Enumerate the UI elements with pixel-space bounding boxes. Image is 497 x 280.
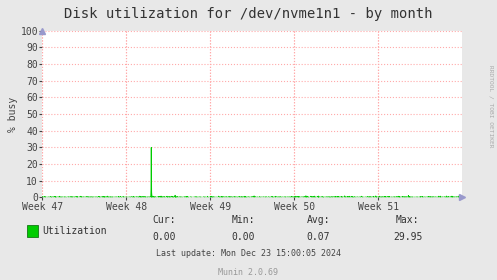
Text: 0.00: 0.00 (152, 232, 176, 242)
Text: Cur:: Cur: (152, 215, 176, 225)
Y-axis label: % busy: % busy (7, 97, 18, 132)
Text: Max:: Max: (396, 215, 419, 225)
Text: Min:: Min: (232, 215, 255, 225)
Text: Disk utilization for /dev/nvme1n1 - by month: Disk utilization for /dev/nvme1n1 - by m… (64, 7, 433, 21)
Text: 29.95: 29.95 (393, 232, 422, 242)
Text: Utilization: Utilization (42, 226, 107, 236)
Text: 0.00: 0.00 (232, 232, 255, 242)
Text: RRDTOOL / TOBI OETIKER: RRDTOOL / TOBI OETIKER (489, 65, 494, 148)
Text: Avg:: Avg: (306, 215, 330, 225)
Text: Munin 2.0.69: Munin 2.0.69 (219, 268, 278, 277)
Text: 0.07: 0.07 (306, 232, 330, 242)
Text: Last update: Mon Dec 23 15:00:05 2024: Last update: Mon Dec 23 15:00:05 2024 (156, 249, 341, 258)
